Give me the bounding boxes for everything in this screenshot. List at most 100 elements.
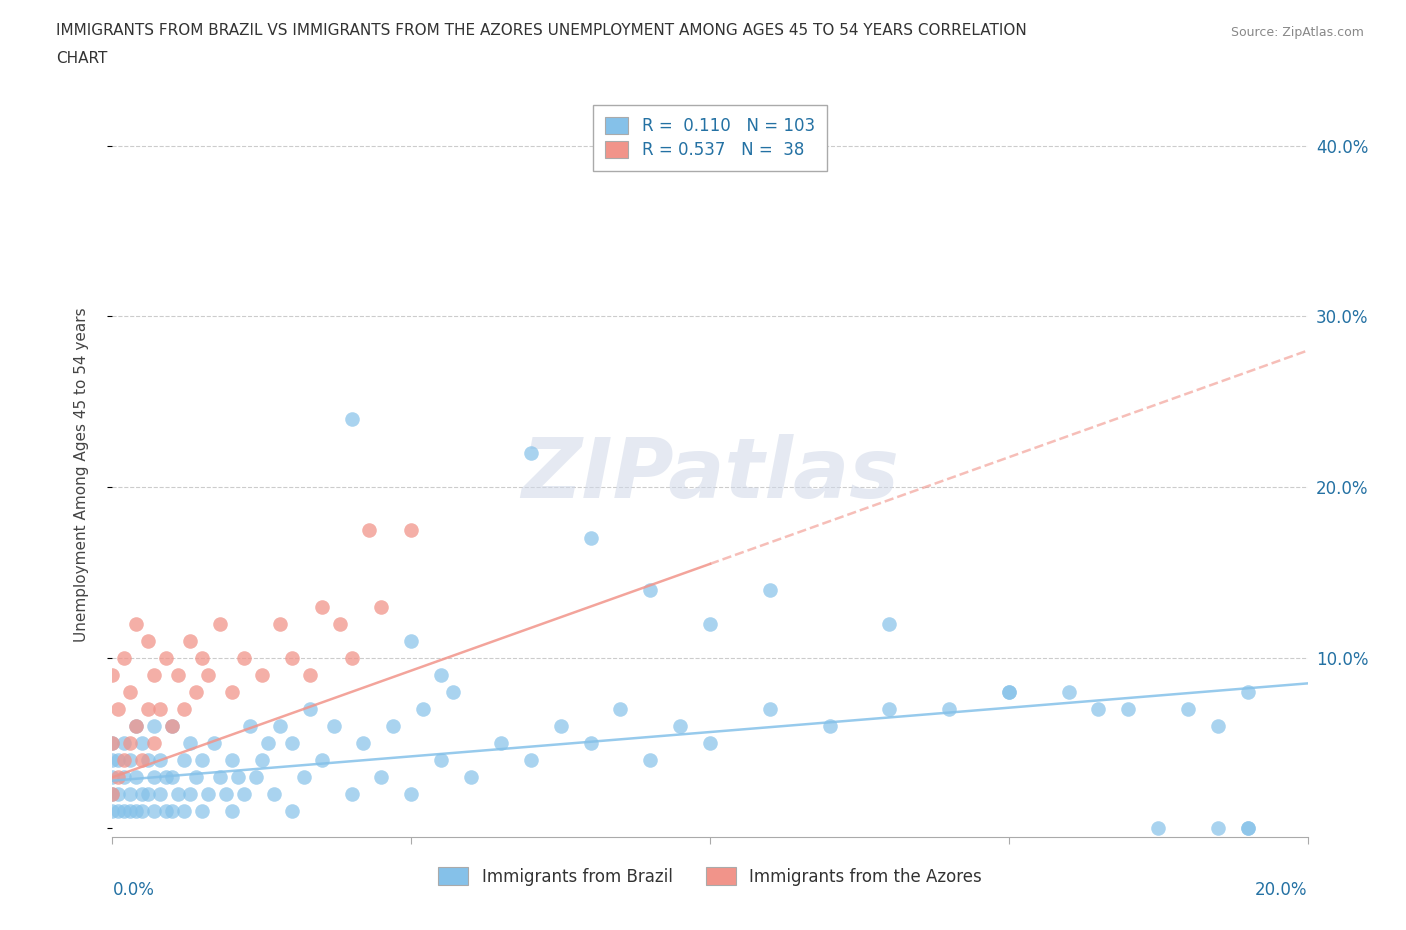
Point xyxy=(107,701,129,716)
Point xyxy=(107,752,129,767)
Point xyxy=(1087,701,1109,716)
Point xyxy=(197,668,219,683)
Point xyxy=(101,736,124,751)
Point xyxy=(162,719,183,734)
Point xyxy=(353,736,375,751)
Point xyxy=(239,719,262,734)
Point xyxy=(520,752,543,767)
Point xyxy=(101,668,124,683)
Point xyxy=(143,719,166,734)
Point xyxy=(114,752,135,767)
Point xyxy=(340,411,363,426)
Point xyxy=(149,787,172,802)
Point xyxy=(401,787,423,802)
Point xyxy=(162,719,183,734)
Point xyxy=(263,787,285,802)
Point xyxy=(938,701,960,716)
Point xyxy=(257,736,280,751)
Point xyxy=(269,719,291,734)
Point xyxy=(221,804,243,818)
Point xyxy=(101,736,124,751)
Point xyxy=(131,736,153,751)
Point xyxy=(460,770,482,785)
Point xyxy=(550,719,572,734)
Point xyxy=(167,668,190,683)
Point xyxy=(579,531,602,546)
Point xyxy=(173,752,195,767)
Point xyxy=(226,770,249,785)
Point xyxy=(186,770,208,785)
Point xyxy=(155,770,177,785)
Point xyxy=(221,752,243,767)
Point xyxy=(120,787,142,802)
Point xyxy=(640,752,662,767)
Point xyxy=(209,770,232,785)
Point xyxy=(107,787,129,802)
Point xyxy=(281,650,304,665)
Point xyxy=(125,719,148,734)
Point xyxy=(209,617,232,631)
Point xyxy=(370,770,392,785)
Point xyxy=(669,719,692,734)
Point xyxy=(489,736,512,751)
Point xyxy=(1237,821,1260,836)
Point xyxy=(311,599,333,614)
Point xyxy=(250,668,273,683)
Point xyxy=(138,752,160,767)
Point xyxy=(186,684,208,699)
Point xyxy=(101,804,124,818)
Point xyxy=(114,650,135,665)
Y-axis label: Unemployment Among Ages 45 to 54 years: Unemployment Among Ages 45 to 54 years xyxy=(75,307,89,642)
Point xyxy=(430,752,453,767)
Point xyxy=(298,668,321,683)
Point xyxy=(101,787,124,802)
Point xyxy=(879,701,901,716)
Point xyxy=(1177,701,1199,716)
Point xyxy=(191,650,214,665)
Point xyxy=(269,617,291,631)
Point xyxy=(191,752,214,767)
Point xyxy=(579,736,602,751)
Text: ZIPatlas: ZIPatlas xyxy=(522,433,898,515)
Point xyxy=(120,752,142,767)
Point xyxy=(101,752,124,767)
Point xyxy=(107,770,129,785)
Point xyxy=(401,633,423,648)
Point xyxy=(114,804,135,818)
Point xyxy=(179,633,201,648)
Point xyxy=(998,684,1021,699)
Point xyxy=(340,650,363,665)
Point xyxy=(759,701,782,716)
Point xyxy=(143,736,166,751)
Point xyxy=(120,684,142,699)
Point xyxy=(155,650,177,665)
Point xyxy=(699,617,721,631)
Point xyxy=(322,719,344,734)
Point xyxy=(1206,719,1229,734)
Point xyxy=(609,701,631,716)
Point xyxy=(125,770,148,785)
Point xyxy=(329,617,352,631)
Point xyxy=(759,582,782,597)
Text: 0.0%: 0.0% xyxy=(112,881,155,898)
Point xyxy=(1237,821,1260,836)
Point xyxy=(292,770,315,785)
Point xyxy=(233,787,256,802)
Point xyxy=(149,701,172,716)
Point xyxy=(143,770,166,785)
Point xyxy=(143,804,166,818)
Point xyxy=(382,719,405,734)
Point xyxy=(131,787,153,802)
Point xyxy=(202,736,225,751)
Point xyxy=(114,770,135,785)
Point xyxy=(101,787,124,802)
Point xyxy=(640,582,662,597)
Point xyxy=(125,719,148,734)
Text: IMMIGRANTS FROM BRAZIL VS IMMIGRANTS FROM THE AZORES UNEMPLOYMENT AMONG AGES 45 : IMMIGRANTS FROM BRAZIL VS IMMIGRANTS FRO… xyxy=(56,23,1026,38)
Text: 20.0%: 20.0% xyxy=(1256,881,1308,898)
Point xyxy=(173,804,195,818)
Point xyxy=(441,684,464,699)
Point xyxy=(370,599,392,614)
Point xyxy=(1057,684,1080,699)
Point xyxy=(162,804,183,818)
